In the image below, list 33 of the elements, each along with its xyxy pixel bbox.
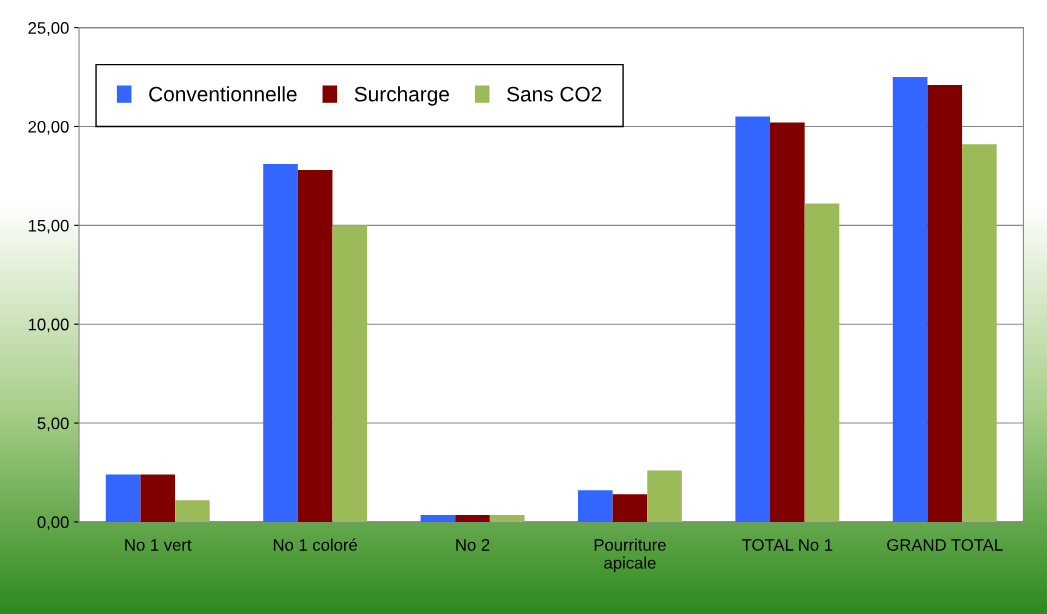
bar (735, 116, 771, 522)
bar (647, 470, 682, 522)
bar (332, 225, 368, 522)
x-tick-label: No 1 coloré (273, 538, 358, 551)
y-tick-label: 15,00 (28, 219, 69, 234)
bar (962, 144, 997, 522)
y-tick-label: 10,00 (28, 318, 69, 333)
bar (770, 122, 805, 522)
y-tick-label: 25,00 (28, 22, 69, 36)
y-tick-label: 5,00 (37, 417, 69, 432)
legend-label: Surcharge (354, 86, 449, 106)
x-tick-label: Pourriture apicale (594, 538, 666, 573)
bar (140, 474, 176, 522)
bar (263, 164, 298, 522)
x-tick-label: GRAND TOTAL (887, 539, 1003, 551)
bar (297, 169, 333, 522)
bar (927, 84, 963, 522)
bar (578, 490, 613, 522)
bar (612, 494, 648, 522)
bar (455, 514, 490, 522)
bar (892, 77, 928, 522)
bar (175, 500, 210, 522)
y-tick-label: 20,00 (28, 120, 69, 135)
legend-label: Sans CO2 (507, 86, 602, 102)
bar (804, 203, 840, 522)
y-tick-label: 0,00 (37, 516, 69, 531)
x-tick-label: TOTAL No 1 (742, 539, 833, 551)
bar (420, 514, 456, 522)
bar (105, 474, 141, 522)
legend-label: Conventionnelle (149, 86, 297, 102)
x-tick-label: No 1 vert (125, 539, 192, 551)
x-tick-label: No 2 (456, 539, 490, 551)
bar (489, 514, 525, 522)
